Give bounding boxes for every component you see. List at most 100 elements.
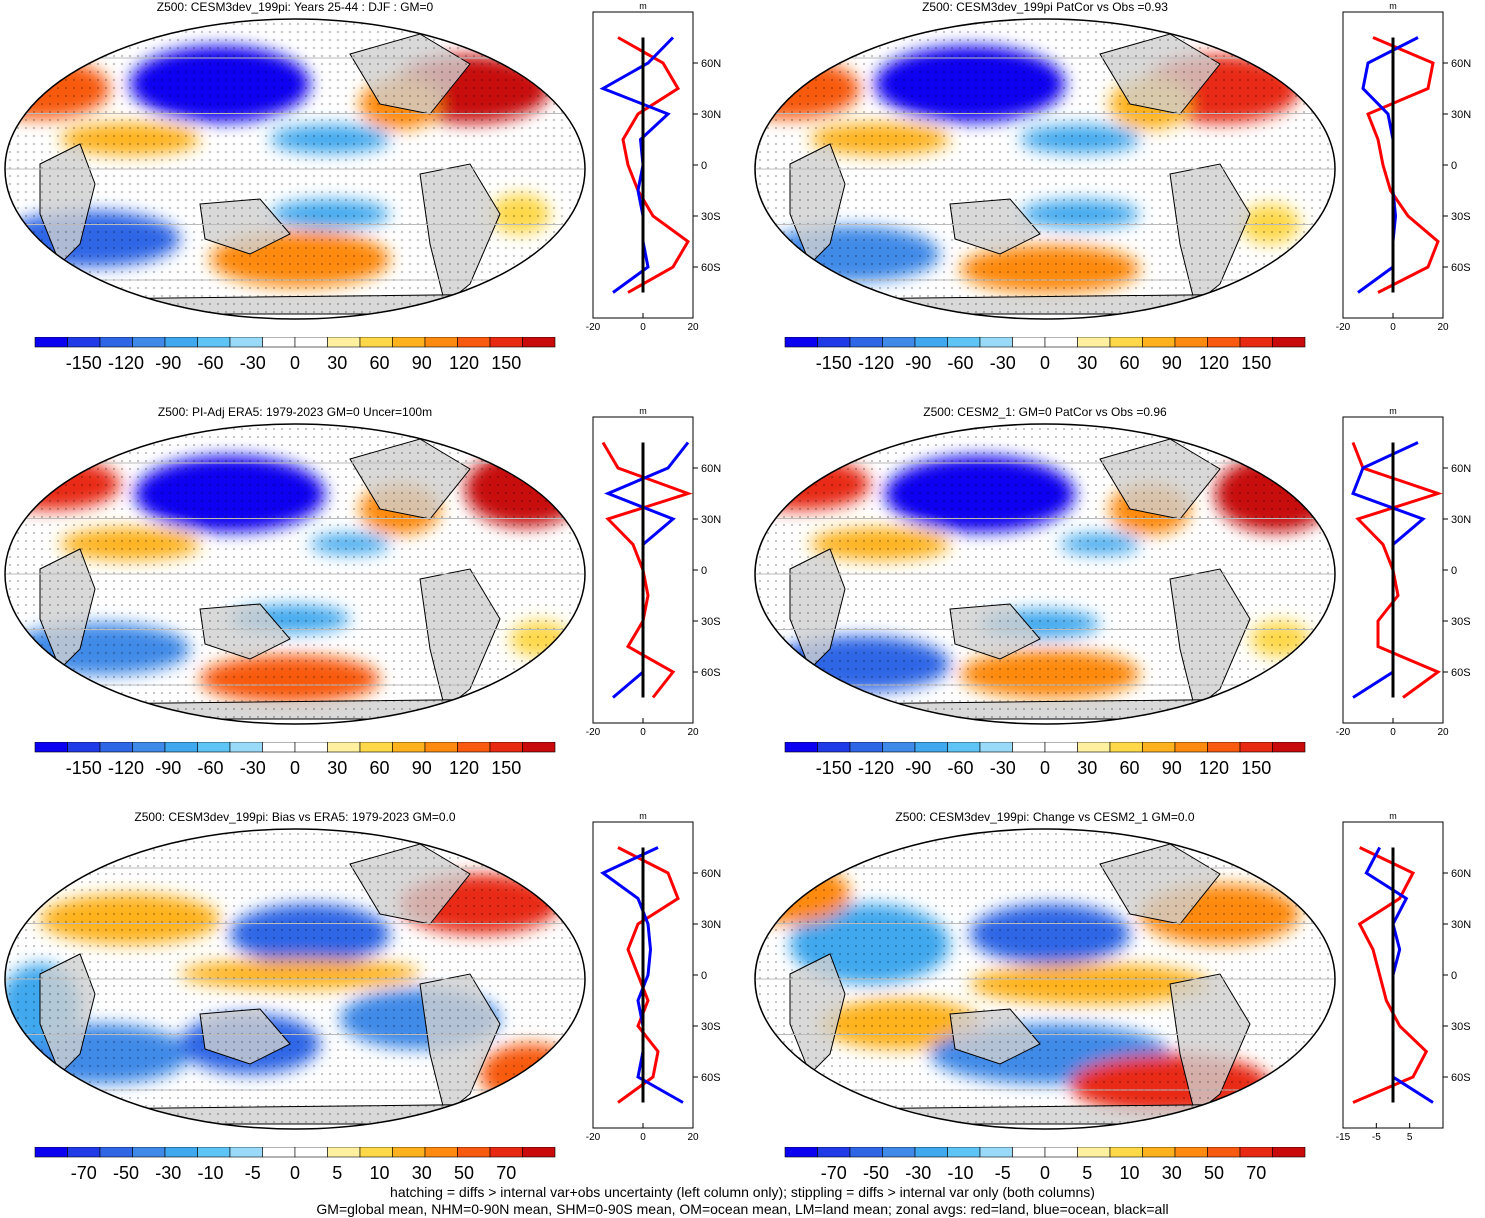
colorbar-swatch (979, 741, 1013, 753)
lat-tick-label: 60S (1451, 262, 1471, 274)
footnote-line-2: GM=global mean, NHM=0-90N mean, SHM=0-90… (316, 1201, 1169, 1217)
colorbar-swatch (359, 1146, 393, 1158)
x-tick-label: 20 (1437, 727, 1449, 735)
colorbar-swatch (1239, 336, 1273, 348)
colorbar-swatch (67, 336, 101, 348)
colorbar-swatch (1207, 1146, 1241, 1158)
colorbar-swatch (979, 336, 1013, 348)
colorbar-swatch (849, 741, 883, 753)
colorbar-label: -5 (995, 1163, 1011, 1183)
colorbar-swatch (132, 1146, 166, 1158)
colorbar-label: 30 (327, 758, 347, 778)
colorbar-swatch (262, 1146, 296, 1158)
lat-tick-label: 60N (701, 868, 721, 880)
colorbar-label: 30 (1162, 1163, 1182, 1183)
lat-tick-label: 30N (1451, 109, 1471, 121)
colorbar-swatch (294, 1146, 328, 1158)
colorbar: -70 -50 -30 -10 -5 0 5 10 30 50 70 (34, 1146, 556, 1183)
colorbar-label: -60 (947, 353, 973, 373)
map-plot (754, 828, 1336, 1130)
x-tick-label: -20 (586, 322, 601, 330)
map-plot (4, 423, 586, 725)
colorbar-swatch (1272, 741, 1306, 753)
colorbar-swatch (817, 336, 851, 348)
lat-tick-label: 60N (701, 463, 721, 475)
colorbar-label: 70 (496, 1163, 516, 1183)
colorbar-label: 150 (491, 758, 521, 778)
x-tick-label: 0 (1390, 322, 1396, 330)
map-plot (754, 423, 1336, 725)
colorbar-label: 0 (290, 353, 300, 373)
colorbar-swatch (294, 741, 328, 753)
colorbar-swatch (34, 741, 68, 753)
colorbar-label: -90 (155, 758, 181, 778)
colorbar-label: -90 (905, 758, 931, 778)
panel-title: Z500: CESM2_1: GM=0 PatCor vs Obs =0.96 (923, 405, 1167, 419)
colorbar-swatch (457, 1146, 491, 1158)
colorbar-swatch (914, 1146, 948, 1158)
lat-tick-label: 30S (1451, 1021, 1471, 1033)
colorbar-label: -90 (905, 353, 931, 373)
colorbar-swatch (1142, 741, 1176, 753)
colorbar-label: 0 (1040, 758, 1050, 778)
zonal-mean-plot: m 60N 30N 0 30S 60S -20 0 20 (586, 406, 721, 738)
colorbar-label: -70 (71, 1163, 97, 1183)
colorbar-swatch (294, 336, 328, 348)
ocean-zonal-line (599, 36, 675, 294)
lat-tick-label: 30S (1451, 616, 1471, 628)
colorbar-swatch (424, 741, 458, 753)
map-outline (4, 423, 586, 725)
colorbar-swatch (1174, 1146, 1208, 1158)
lat-tick-label: 60N (1451, 58, 1471, 70)
lat-tick-label: 60S (701, 262, 721, 274)
colorbar-swatch (457, 336, 491, 348)
colorbar-swatch (489, 741, 523, 753)
colorbar-swatch (327, 336, 361, 348)
colorbar-label: 10 (369, 1163, 389, 1183)
colorbar-swatch (1044, 1146, 1078, 1158)
colorbar-swatch (132, 336, 166, 348)
lat-tick-label: 30N (701, 109, 721, 121)
colorbar-swatch (1239, 1146, 1273, 1158)
colorbar-label: -50 (113, 1163, 139, 1183)
colorbar-label: -90 (155, 353, 181, 373)
colorbar-swatch (392, 741, 426, 753)
map-outline (754, 828, 1336, 1130)
lat-tick-label: 30N (1451, 514, 1471, 526)
zonal-mean-plot: m 60N 30N 0 30S 60S -20 0 20 (586, 1, 721, 333)
colorbar-swatch (817, 741, 851, 753)
lat-tick-label: 0 (701, 970, 707, 982)
map-plot (4, 18, 586, 320)
lat-tick-label: 30N (701, 514, 721, 526)
colorbar-swatch (784, 741, 818, 753)
colorbar-label: -120 (108, 758, 144, 778)
colorbar-swatch (849, 1146, 883, 1158)
colorbar-label: 60 (1119, 353, 1139, 373)
panel-title: Z500: CESM3dev_199pi: Change vs CESM2_1 … (895, 810, 1195, 824)
colorbar-label: -5 (245, 1163, 261, 1183)
colorbar-label: 10 (1119, 1163, 1139, 1183)
lat-tick-label: 30S (701, 616, 721, 628)
colorbar-swatch (327, 1146, 361, 1158)
colorbar-swatch (1174, 741, 1208, 753)
colorbar-swatch (1272, 1146, 1306, 1158)
colorbar-swatch (164, 741, 198, 753)
colorbar-swatch (1272, 336, 1306, 348)
lat-tick-label: 0 (1451, 970, 1457, 982)
colorbar-swatch (784, 1146, 818, 1158)
map-plot (4, 828, 586, 1130)
colorbar-label: 30 (1077, 353, 1097, 373)
colorbar-swatch (1142, 336, 1176, 348)
land-zonal-line (1352, 846, 1429, 1104)
lat-tick-label: 30S (701, 1021, 721, 1033)
lat-tick-label: 60N (701, 58, 721, 70)
panel-title: Z500: PI-Adj ERA5: 1979-2023 GM=0 Uncer=… (157, 405, 433, 419)
ocean-zonal-line (1351, 441, 1426, 699)
colorbar-label: 30 (1077, 758, 1097, 778)
colorbar-label: 30 (327, 353, 347, 373)
zonal-unit: m (1389, 811, 1397, 821)
colorbar-label: 90 (412, 353, 432, 373)
colorbar-label: -30 (155, 1163, 181, 1183)
colorbar-label: -120 (858, 353, 894, 373)
colorbar-label: -30 (990, 353, 1016, 373)
